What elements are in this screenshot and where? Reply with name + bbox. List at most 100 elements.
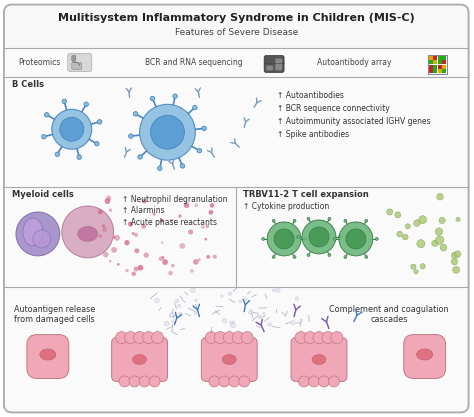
Circle shape: [198, 258, 201, 261]
Circle shape: [419, 216, 427, 224]
Circle shape: [177, 304, 181, 307]
Circle shape: [111, 247, 117, 253]
Circle shape: [297, 236, 300, 239]
Circle shape: [205, 332, 217, 344]
Circle shape: [268, 323, 271, 326]
Text: ↑ Autoimmunity associated IGHV genes: ↑ Autoimmunity associated IGHV genes: [277, 117, 431, 126]
Ellipse shape: [133, 354, 146, 364]
Circle shape: [173, 94, 177, 98]
Circle shape: [109, 208, 112, 212]
Circle shape: [210, 203, 214, 208]
Circle shape: [125, 269, 129, 272]
Circle shape: [395, 212, 401, 218]
Circle shape: [178, 214, 182, 218]
FancyBboxPatch shape: [72, 55, 76, 61]
Circle shape: [293, 256, 296, 259]
Circle shape: [339, 222, 373, 256]
FancyBboxPatch shape: [275, 58, 282, 70]
Circle shape: [128, 221, 133, 227]
Circle shape: [95, 141, 99, 146]
Circle shape: [307, 254, 310, 256]
Circle shape: [109, 260, 111, 262]
Circle shape: [410, 264, 416, 269]
Circle shape: [197, 148, 201, 153]
Bar: [4, 5, 468, 48]
Circle shape: [62, 99, 66, 103]
Circle shape: [414, 220, 420, 226]
Circle shape: [248, 310, 253, 314]
Circle shape: [219, 376, 230, 387]
Circle shape: [190, 269, 194, 273]
Circle shape: [295, 332, 307, 344]
Circle shape: [160, 219, 164, 223]
Circle shape: [241, 332, 253, 344]
Circle shape: [263, 312, 265, 315]
Circle shape: [440, 244, 447, 251]
Circle shape: [157, 166, 162, 171]
Ellipse shape: [417, 349, 433, 360]
Circle shape: [193, 259, 199, 265]
Circle shape: [184, 203, 189, 208]
Circle shape: [137, 265, 143, 271]
Circle shape: [313, 332, 325, 344]
Bar: [4, 287, 468, 412]
Circle shape: [303, 237, 307, 240]
Circle shape: [397, 231, 402, 237]
Circle shape: [291, 320, 295, 325]
Circle shape: [98, 209, 103, 214]
Circle shape: [456, 217, 460, 221]
Text: ↑ Spike antibodies: ↑ Spike antibodies: [277, 130, 349, 139]
Circle shape: [435, 228, 443, 235]
Circle shape: [333, 237, 337, 240]
Circle shape: [299, 376, 310, 387]
Circle shape: [453, 266, 460, 274]
Circle shape: [239, 376, 250, 387]
Circle shape: [153, 213, 156, 216]
Circle shape: [139, 104, 195, 160]
Circle shape: [331, 332, 343, 344]
Circle shape: [414, 269, 418, 274]
Circle shape: [405, 224, 410, 229]
Circle shape: [119, 376, 130, 387]
Circle shape: [328, 254, 331, 256]
Circle shape: [45, 113, 49, 117]
FancyBboxPatch shape: [201, 338, 257, 382]
Circle shape: [191, 288, 195, 292]
Circle shape: [129, 376, 140, 387]
Circle shape: [222, 319, 227, 323]
Circle shape: [134, 332, 146, 344]
Circle shape: [346, 229, 366, 249]
Circle shape: [213, 255, 217, 259]
Ellipse shape: [312, 354, 326, 364]
Text: Mulitisystem Inflammatory Syndrome in Children (MIS-C): Mulitisystem Inflammatory Syndrome in Ch…: [58, 13, 415, 23]
Circle shape: [344, 256, 347, 259]
Circle shape: [144, 252, 149, 258]
Circle shape: [451, 252, 457, 259]
Circle shape: [102, 227, 107, 232]
Circle shape: [117, 263, 119, 266]
Circle shape: [164, 322, 169, 326]
Circle shape: [151, 115, 184, 149]
Circle shape: [128, 134, 133, 138]
Circle shape: [152, 332, 164, 344]
Circle shape: [171, 264, 174, 267]
Ellipse shape: [78, 226, 98, 241]
Circle shape: [132, 232, 135, 235]
Circle shape: [16, 212, 60, 256]
Circle shape: [180, 243, 185, 249]
Circle shape: [231, 323, 236, 328]
Text: ↑ Acute phase reactants: ↑ Acute phase reactants: [122, 219, 217, 227]
Circle shape: [229, 321, 232, 324]
Text: BCR and RNA sequencing: BCR and RNA sequencing: [145, 58, 242, 67]
Text: ↑ Alarmins: ↑ Alarmins: [122, 206, 164, 216]
Bar: [438, 56, 442, 60]
Bar: [442, 60, 446, 65]
Circle shape: [439, 217, 445, 224]
Circle shape: [142, 198, 147, 203]
Circle shape: [437, 193, 443, 200]
FancyBboxPatch shape: [4, 5, 468, 412]
FancyBboxPatch shape: [112, 338, 167, 382]
Bar: [428, 60, 433, 65]
Circle shape: [275, 288, 280, 292]
Circle shape: [272, 289, 275, 291]
